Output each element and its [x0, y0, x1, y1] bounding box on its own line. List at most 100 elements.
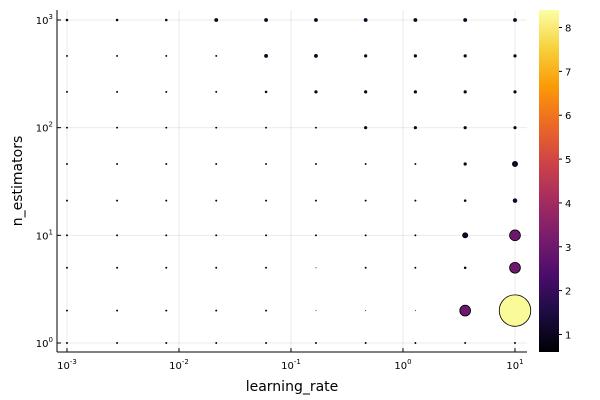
x-tick-label: 10-2 [169, 358, 189, 372]
data-point [364, 90, 368, 94]
data-point [65, 18, 69, 22]
data-point [215, 54, 218, 57]
data-point [414, 163, 417, 165]
data-point [264, 18, 268, 22]
data-point [513, 54, 517, 58]
data-point [214, 18, 219, 22]
data-point [314, 90, 318, 94]
data-point [364, 126, 368, 130]
data-point [513, 126, 517, 130]
data-point [66, 342, 68, 344]
data-point [463, 90, 467, 94]
data-point [413, 54, 417, 58]
data-point [464, 342, 467, 344]
y-tick-label: 101 [36, 228, 53, 242]
data-point [414, 342, 417, 344]
data-point [165, 54, 168, 57]
data-point [215, 126, 218, 129]
data-point [514, 342, 516, 344]
x-axis-ticks: 10-3 10-2 10-1 100 101 [57, 348, 524, 372]
data-point [265, 342, 268, 344]
data-point [314, 342, 317, 344]
colorbar-tick-label: 3 [565, 243, 571, 254]
data-point [66, 90, 68, 93]
data-point [66, 266, 68, 269]
data-point [512, 161, 518, 167]
data-point [165, 90, 168, 93]
data-point [463, 18, 468, 22]
data-point [215, 163, 218, 165]
data-point [513, 90, 517, 94]
x-tick-label: 100 [394, 358, 411, 372]
y-axis-ticks: 100 101 102 103 [36, 13, 61, 350]
data-points [65, 18, 532, 344]
data-point [165, 266, 168, 269]
data-point [165, 126, 168, 129]
data-point [463, 162, 467, 166]
data-point [265, 199, 268, 202]
data-point [116, 126, 119, 129]
colorbar-tick-label: 1 [565, 330, 571, 341]
data-point [215, 90, 218, 93]
data-point [66, 163, 68, 165]
data-point [459, 304, 471, 317]
data-point [314, 199, 317, 202]
data-point [215, 199, 218, 202]
y-tick-label: 100 [36, 336, 53, 350]
data-point [314, 18, 318, 22]
data-point [413, 18, 418, 22]
data-point [463, 126, 467, 130]
data-point [414, 199, 417, 202]
data-point [115, 18, 119, 22]
data-point [66, 234, 68, 237]
data-point [215, 309, 218, 312]
data-point [462, 232, 469, 239]
x-tick-label: 10-1 [281, 358, 301, 372]
data-point [314, 163, 317, 165]
data-point [413, 90, 417, 94]
data-point [264, 53, 268, 58]
colorbar-tick-label: 2 [565, 287, 571, 298]
colorbar-tick-label: 8 [565, 24, 571, 35]
data-point [165, 234, 168, 237]
data-point [215, 342, 218, 344]
data-point [363, 18, 368, 22]
data-point [414, 266, 417, 269]
data-point [512, 198, 518, 203]
data-point [265, 163, 268, 165]
data-point [116, 309, 119, 312]
data-point [463, 199, 467, 202]
data-point [364, 163, 367, 165]
data-point [116, 342, 119, 344]
data-point [66, 126, 68, 129]
data-point [414, 234, 417, 237]
data-point [116, 54, 119, 57]
data-point [509, 229, 521, 242]
data-point [265, 126, 268, 129]
data-point [215, 266, 218, 269]
data-point [413, 126, 417, 130]
x-tick-label: 101 [506, 358, 523, 372]
data-point [364, 266, 367, 269]
data-point [314, 126, 317, 129]
data-point [165, 18, 168, 22]
data-point [116, 90, 119, 93]
data-point [364, 234, 367, 237]
data-point [265, 266, 268, 269]
plot-frame [56, 10, 527, 353]
data-point [66, 54, 68, 57]
x-tick-label: 10-3 [57, 358, 77, 372]
colorbar-tick-label: 5 [565, 155, 571, 166]
data-point [364, 199, 367, 202]
data-point [513, 18, 517, 22]
data-point [364, 342, 367, 344]
data-point [315, 267, 317, 269]
data-point [315, 310, 317, 312]
data-point [463, 54, 467, 58]
y-tick-label: 102 [36, 121, 53, 135]
data-point [116, 266, 119, 269]
colorbar-tick-label: 6 [565, 111, 571, 122]
colorbar-gradient [539, 10, 559, 352]
data-point [264, 90, 268, 94]
